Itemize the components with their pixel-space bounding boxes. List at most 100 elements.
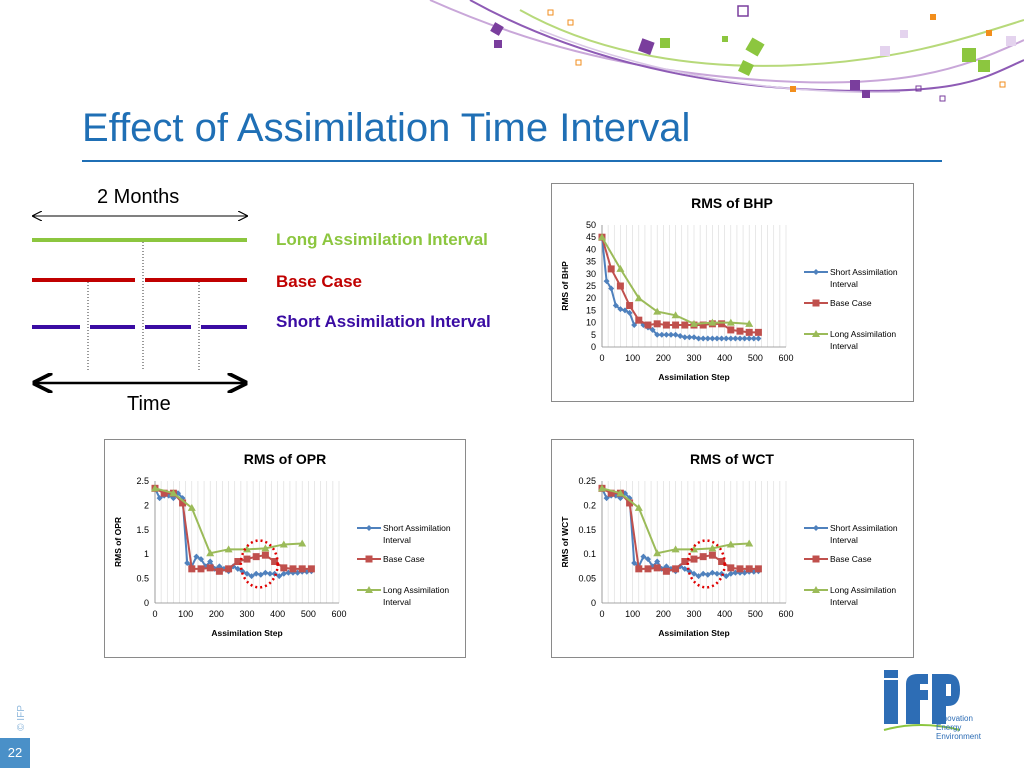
header-decoration	[429, 0, 1024, 102]
data-point	[224, 545, 233, 553]
data-point	[727, 335, 734, 342]
data-point	[745, 565, 753, 573]
y-tick-label: 0.25	[578, 476, 596, 486]
y-axis-label: RMS of BHP	[560, 261, 570, 311]
data-point	[672, 331, 679, 338]
x-tick-label: 300	[686, 609, 701, 619]
legend-swatch-marker	[812, 330, 820, 337]
legend-label: Long Assimilation	[383, 585, 449, 595]
y-tick-label: 15	[586, 305, 596, 315]
data-point	[718, 320, 726, 328]
data-point	[631, 322, 638, 329]
x-tick-label: 500	[748, 353, 763, 363]
series-line-0	[154, 487, 312, 578]
data-point	[672, 565, 680, 573]
y-tick-label: 0	[591, 342, 596, 352]
legend-label: Interval	[830, 597, 858, 607]
data-point	[616, 489, 625, 497]
data-point	[215, 567, 223, 575]
legend-swatch-marker	[812, 586, 820, 593]
legend-label: Interval	[830, 341, 858, 351]
y-tick-label: 25	[586, 281, 596, 291]
legend-label: Interval	[830, 279, 858, 289]
data-point	[708, 544, 717, 552]
x-axis-label: Assimilation Step	[658, 628, 729, 638]
data-point	[671, 545, 680, 553]
x-tick-label: 600	[331, 609, 346, 619]
y-tick-label: 1.5	[136, 525, 149, 535]
data-point	[243, 545, 251, 553]
legend-label: Short Assimilation	[830, 267, 898, 277]
data-point	[649, 326, 656, 333]
y-tick-label: 2.5	[136, 476, 149, 486]
data-point	[198, 556, 204, 563]
legend-swatch-marker	[365, 555, 373, 563]
data-point	[197, 565, 205, 573]
data-point	[261, 551, 269, 559]
x-axis-label: Assimilation Step	[211, 628, 282, 638]
data-point	[700, 570, 707, 577]
x-tick-label: 200	[656, 353, 671, 363]
data-point	[681, 565, 688, 572]
data-point	[188, 565, 196, 573]
highlight-circle	[239, 539, 279, 589]
data-point	[271, 558, 279, 566]
data-point	[216, 563, 223, 570]
slide-title: Effect of Assimilation Time Interval	[82, 106, 691, 150]
page-number: 22	[0, 738, 30, 768]
data-point	[737, 335, 743, 342]
data-point	[662, 321, 670, 329]
data-point	[206, 564, 214, 572]
data-point	[727, 326, 735, 334]
data-point	[244, 570, 250, 577]
data-point	[645, 556, 651, 563]
data-point	[691, 570, 697, 577]
data-point	[252, 553, 260, 561]
x-tick-label: 400	[717, 353, 732, 363]
copyright: © IFP	[16, 705, 27, 731]
x-tick-label: 200	[209, 609, 224, 619]
series-line-0	[601, 487, 759, 578]
data-point	[686, 334, 693, 341]
data-point	[634, 503, 643, 511]
data-point	[672, 321, 680, 329]
data-point	[714, 570, 720, 577]
data-point	[708, 551, 716, 559]
y-tick-label: 2	[144, 500, 149, 510]
data-point	[681, 558, 689, 566]
data-point	[671, 311, 680, 319]
data-point	[754, 328, 762, 336]
data-point	[179, 495, 186, 502]
data-point	[607, 265, 615, 273]
data-point	[686, 568, 693, 575]
data-point	[653, 320, 661, 328]
data-point	[658, 331, 665, 338]
legend-label: Short Assimilation	[830, 523, 898, 533]
y-tick-label: 0.15	[578, 525, 596, 535]
data-point	[704, 335, 711, 342]
data-point	[708, 318, 717, 326]
y-tick-label: 0.5	[136, 574, 149, 584]
data-point	[635, 565, 643, 573]
data-point	[695, 573, 702, 580]
data-point	[681, 321, 689, 329]
data-point	[746, 335, 753, 342]
time-label: Time	[127, 393, 171, 415]
data-point	[654, 558, 661, 565]
series-line-1	[601, 487, 759, 573]
data-point	[750, 335, 757, 342]
x-tick-label: 500	[301, 609, 316, 619]
data-point	[727, 564, 735, 572]
series-line-1	[154, 487, 312, 573]
y-axis-label: RMS of OPR	[113, 517, 123, 567]
data-point	[700, 335, 707, 342]
data-point	[622, 307, 628, 314]
y-tick-label: 10	[586, 318, 596, 328]
data-point	[262, 569, 269, 576]
data-point	[280, 564, 288, 572]
y-tick-label: 40	[586, 244, 596, 254]
data-point	[690, 319, 698, 327]
data-point	[714, 335, 720, 342]
logo-line-1: Innovation	[936, 714, 973, 723]
data-point	[691, 334, 697, 341]
